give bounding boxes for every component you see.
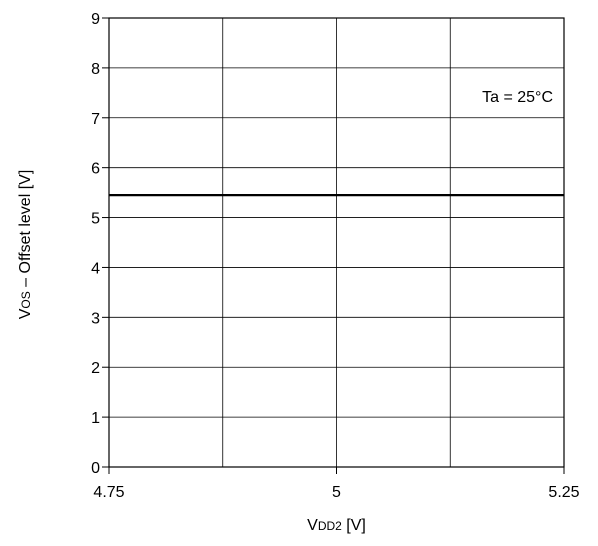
x-tick-label: 5.25	[548, 484, 579, 501]
y-tick-label: 5	[91, 211, 100, 228]
y-axis-label-unit: – Offset level [V]	[17, 170, 34, 292]
x-tick-label: 4.75	[93, 484, 124, 501]
y-tick-label: 3	[91, 310, 100, 327]
ticks: 0 1 2 3 4 5 6 7 8 9 4.75 5 5.25	[91, 11, 580, 501]
y-tick-label: 0	[91, 460, 100, 477]
y-tick-label: 6	[91, 161, 100, 178]
y-tick-label: 9	[91, 11, 100, 28]
y-axis-label: VOS – Offset level [V]	[17, 170, 34, 320]
y-tick-label: 1	[91, 410, 100, 427]
y-tick-label: 7	[91, 111, 100, 128]
y-tick-label: 4	[91, 260, 100, 277]
x-axis-label: VDD2 [V]	[307, 517, 366, 534]
x-tick-label: 5	[332, 484, 341, 501]
y-tick-label: 8	[91, 61, 100, 78]
x-axis-label-main: V	[307, 517, 318, 534]
grid	[109, 18, 564, 467]
y-tick-label: 2	[91, 360, 100, 377]
x-axis-label-unit: [V]	[342, 517, 366, 534]
y-axis-label-main: V	[17, 308, 34, 319]
y-axis-label-subscript: OS	[19, 291, 33, 308]
annotation-temperature: Ta = 25°C	[482, 89, 553, 106]
x-axis-label-subscript: DD2	[318, 519, 342, 533]
